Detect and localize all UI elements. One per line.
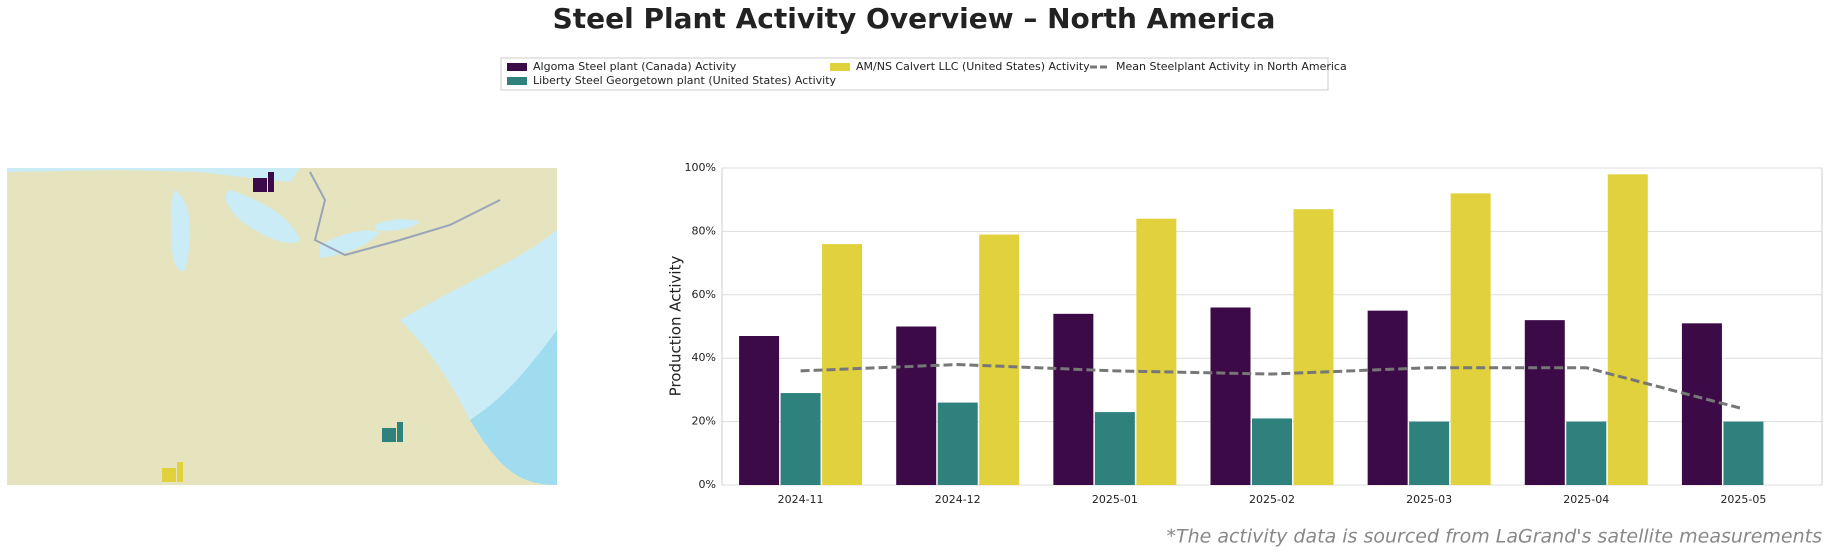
legend-label: Algoma Steel plant (Canada) Activity [533, 60, 737, 73]
bar [1450, 193, 1491, 486]
bar [1252, 418, 1292, 485]
x-tick-label: 2024-11 [778, 493, 824, 506]
y-tick-label: 80% [692, 224, 716, 237]
bar [1053, 313, 1094, 485]
bar [1607, 174, 1648, 485]
map [7, 168, 557, 485]
bar [1367, 310, 1408, 485]
bar [937, 402, 978, 485]
plant-icon [162, 462, 183, 482]
bar [780, 393, 821, 485]
map-lake-erie [320, 230, 380, 258]
x-tick-label: 2025-03 [1406, 493, 1452, 506]
y-tick-label: 40% [692, 351, 716, 364]
legend-swatch [507, 63, 527, 71]
map-lake-huron [225, 190, 300, 244]
legend-swatch [830, 63, 850, 71]
x-tick-label: 2025-01 [1092, 493, 1138, 506]
bar [1293, 209, 1334, 485]
bar [1566, 421, 1607, 485]
x-tick-label: 2025-05 [1720, 493, 1766, 506]
chart-title: Steel Plant Activity Overview – North Am… [553, 2, 1276, 35]
y-tick-label: 60% [692, 288, 716, 301]
x-tick-label: 2024-12 [935, 493, 981, 506]
map-border [309, 171, 501, 257]
bar [1409, 421, 1450, 485]
bar [739, 336, 780, 485]
x-tick-label: 2025-04 [1563, 493, 1609, 506]
mean-line [800, 363, 1744, 411]
bar [1524, 320, 1565, 485]
bar [979, 234, 1020, 485]
map-lake-michigan [170, 190, 191, 271]
map-lake-superior [7, 168, 300, 182]
y-tick-label: 100% [685, 161, 716, 174]
footnote: *The activity data is sourced from LaGra… [1166, 526, 1822, 548]
bar [1681, 323, 1722, 485]
y-tick-label: 0% [699, 478, 716, 491]
legend-swatch [507, 77, 527, 85]
bar [822, 244, 863, 485]
bar [1723, 421, 1764, 485]
y-axis-label: Production Activity [667, 256, 685, 397]
plant-icon [253, 172, 274, 192]
legend-label: Liberty Steel Georgetown plant (United S… [533, 74, 837, 87]
bar [1094, 412, 1135, 485]
bar [1136, 218, 1177, 485]
plant-icon [382, 422, 403, 442]
legend-label: AM/NS Calvert LLC (United States) Activi… [856, 60, 1090, 73]
y-tick-label: 20% [692, 415, 716, 428]
x-tick-label: 2025-02 [1249, 493, 1295, 506]
bar [896, 326, 937, 485]
map-lake-ontario [375, 219, 420, 231]
legend-box [500, 57, 1329, 91]
bar [1210, 307, 1251, 485]
legend-label: Mean Steelplant Activity in North Americ… [1116, 60, 1347, 73]
map-ocean-deep [470, 330, 557, 485]
